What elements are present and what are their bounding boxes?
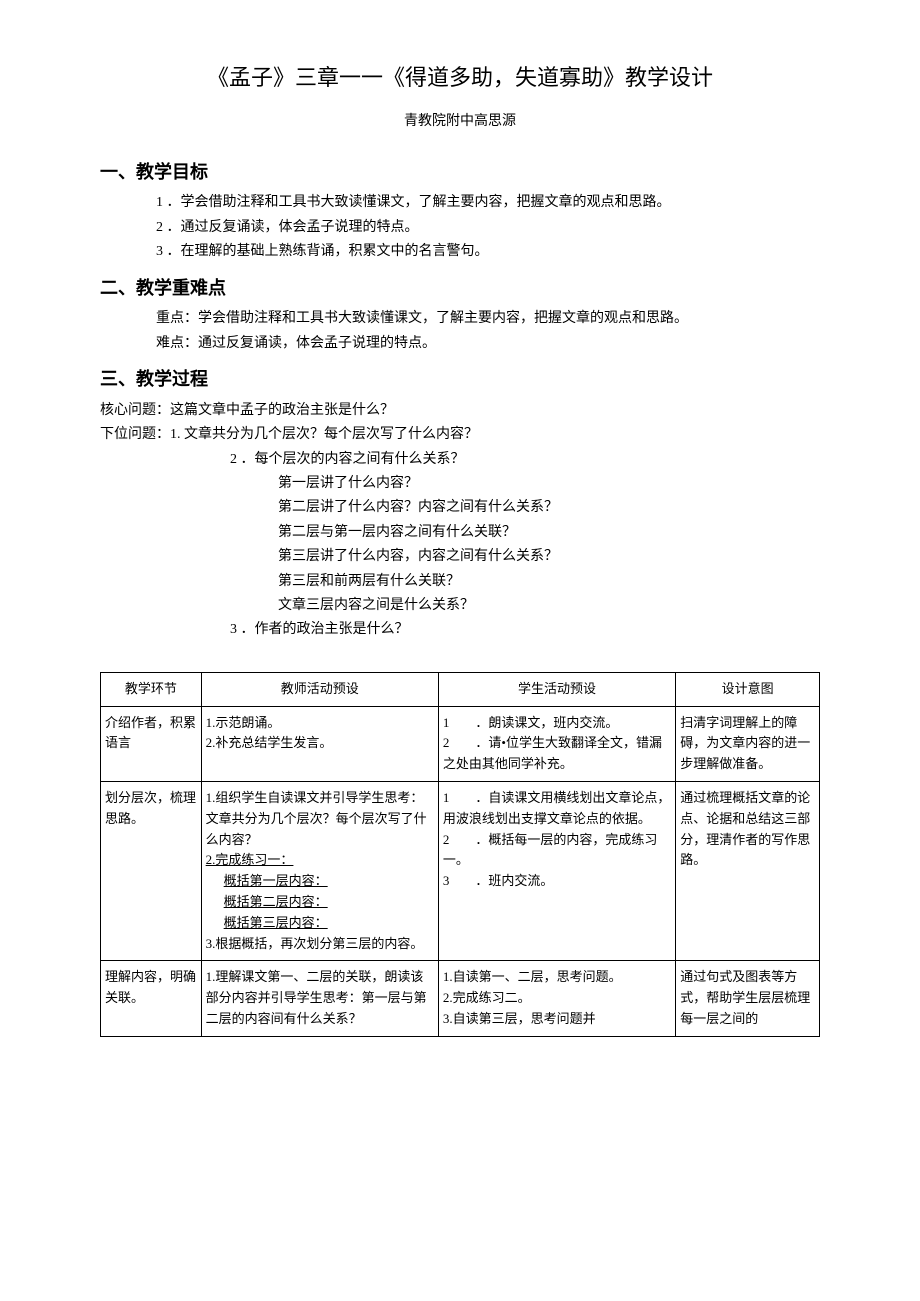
cell-student: 1.自读第一、二层，思考问题。 2.完成练习二。 3.自读第三层，思考问题并 — [438, 961, 675, 1036]
cell-intent: 通过句式及图表等方式，帮助学生层层梳理每一层之间的 — [676, 961, 820, 1036]
cell-line: 概括第一层内容： — [206, 871, 434, 892]
cell-stage: 理解内容，明确关联。 — [101, 961, 202, 1036]
cell-intent: 扫清字词理解上的障碍，为文章内容的进一步理解做准备。 — [676, 706, 820, 781]
section-2-heading: 二、教学重难点 — [100, 274, 820, 303]
table-row: 划分层次，梳理思路。 1.组织学生自读课文并引导学生思考：文章共分为几个层次？每… — [101, 782, 820, 961]
cell-teacher: 1.理解课文第一、二层的关联，朗读该部分内容并引导学生思考：第一层与第二层的内容… — [201, 961, 438, 1036]
s1-item: 1 ．学会借助注释和工具书大致读懂课文，了解主要内容，把握文章的观点和思路。 — [100, 192, 820, 214]
cell-student: 1 ．自读课文用横线划出文章论点，用波浪线划出支撑文章论点的依据。 2 ．概括每… — [438, 782, 675, 961]
cell-line: 3 ．班内交流。 — [443, 871, 671, 892]
q2-line: 第三层和前两层有什么关联？ — [100, 571, 820, 593]
cell-line: 1.自读第一、二层，思考问题。 — [443, 967, 671, 988]
cell-student: 1 ．朗读课文，班内交流。 2 ．请•位学生大致翻译全文，错漏之处由其他同学补充… — [438, 706, 675, 781]
s1-item: 2 ．通过反复诵读，体会孟子说理的特点。 — [100, 217, 820, 239]
s1-item: 3 ．在理解的基础上熟练背诵，积累文中的名言警句。 — [100, 241, 820, 263]
sub-question-3: 3 ．作者的政治主张是什么？ — [100, 619, 820, 641]
cell-line: 3.根据概括，再次划分第三层的内容。 — [206, 934, 434, 955]
cell-line: 1 ．朗读课文，班内交流。 — [443, 713, 671, 734]
underline-text: 2.完成练习一： — [206, 852, 294, 867]
core-question: 核心问题：这篇文章中孟子的政治主张是什么？ — [100, 400, 820, 422]
cell-line: 1.示范朗诵。 — [206, 713, 434, 734]
cell-teacher: 1.组织学生自读课文并引导学生思考：文章共分为几个层次？每个层次写了什么内容？ … — [201, 782, 438, 961]
s2-item: 重点：学会借助注释和工具书大致读懂课文，了解主要内容，把握文章的观点和思路。 — [100, 308, 820, 330]
table-row: 理解内容，明确关联。 1.理解课文第一、二层的关联，朗读该部分内容并引导学生思考… — [101, 961, 820, 1036]
cell-line: 1.理解课文第一、二层的关联，朗读该部分内容并引导学生思考：第一层与第二层的内容… — [206, 967, 434, 1029]
cell-line: 概括第三层内容： — [206, 913, 434, 934]
s2-item: 难点：通过反复诵读，体会孟子说理的特点。 — [100, 333, 820, 355]
underline-text: 概括第二层内容： — [224, 894, 328, 909]
doc-subtitle: 青教院附中高思源 — [100, 111, 820, 133]
q2-line: 第二层讲了什么内容？内容之间有什么关系？ — [100, 497, 820, 519]
th-stage: 教学环节 — [101, 672, 202, 706]
underline-text: 概括第三层内容： — [224, 915, 328, 930]
table-header-row: 教学环节 教师活动预设 学生活动预设 设计意图 — [101, 672, 820, 706]
doc-title: 《孟子》三章一一《得道多助，失道寡助》教学设计 — [100, 60, 820, 95]
q2-line: 第二层与第一层内容之间有什么关联？ — [100, 522, 820, 544]
th-teacher: 教师活动预设 — [201, 672, 438, 706]
cell-line: 3.自读第三层，思考问题并 — [443, 1009, 671, 1030]
q2-line: 第三层讲了什么内容，内容之间有什么关系？ — [100, 546, 820, 568]
q2-line: 第一层讲了什么内容？ — [100, 473, 820, 495]
cell-stage: 划分层次，梳理思路。 — [101, 782, 202, 961]
sub-question-2-lead: 2 ．每个层次的内容之间有什么关系？ — [100, 449, 820, 471]
th-student: 学生活动预设 — [438, 672, 675, 706]
cell-teacher: 1.示范朗诵。 2.补充总结学生发言。 — [201, 706, 438, 781]
section-1-heading: 一、教学目标 — [100, 158, 820, 187]
cell-line: 2.完成练习二。 — [443, 988, 671, 1009]
cell-line: 2.补充总结学生发言。 — [206, 733, 434, 754]
cell-stage: 介绍作者，积累语言 — [101, 706, 202, 781]
cell-line: 1.组织学生自读课文并引导学生思考：文章共分为几个层次？每个层次写了什么内容？ — [206, 788, 434, 850]
th-intent: 设计意图 — [676, 672, 820, 706]
cell-intent: 通过梳理概括文章的论点、论据和总结这三部分，理清作者的写作思路。 — [676, 782, 820, 961]
cell-line: 概括第二层内容： — [206, 892, 434, 913]
cell-line: 2 ．概括每一层的内容，完成练习一。 — [443, 830, 671, 872]
sub-question-1: 下位问题：1. 文章共分为几个层次？每个层次写了什么内容？ — [100, 424, 820, 446]
cell-line: 1 ．自读课文用横线划出文章论点，用波浪线划出支撑文章论点的依据。 — [443, 788, 671, 830]
q2-line: 文章三层内容之间是什么关系？ — [100, 595, 820, 617]
section-3-heading: 三、教学过程 — [100, 365, 820, 394]
underline-text: 概括第一层内容： — [224, 873, 328, 888]
lesson-table: 教学环节 教师活动预设 学生活动预设 设计意图 介绍作者，积累语言 1.示范朗诵… — [100, 672, 820, 1037]
cell-line: 2.完成练习一： — [206, 850, 434, 871]
cell-line: 2 ．请•位学生大致翻译全文，错漏之处由其他同学补充。 — [443, 733, 671, 775]
table-row: 介绍作者，积累语言 1.示范朗诵。 2.补充总结学生发言。 1 ．朗读课文，班内… — [101, 706, 820, 781]
